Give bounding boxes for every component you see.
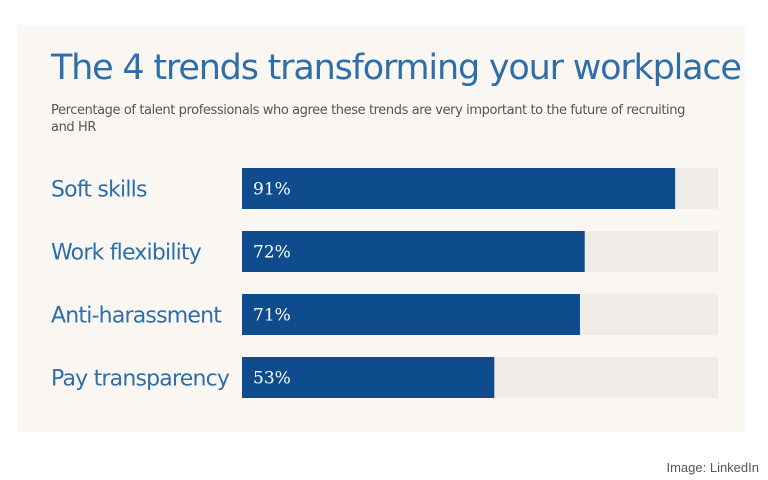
- chart-subtitle: Percentage of talent professionals who a…: [51, 103, 685, 135]
- bar-value-label: 91%: [253, 180, 291, 200]
- category-label: Work flexibility: [51, 241, 202, 266]
- bar-value-label: 71%: [253, 306, 291, 326]
- bar-value-label: 72%: [253, 243, 291, 263]
- image-credit: Image: LinkedIn: [666, 460, 759, 475]
- chart-title: The 4 trends transforming your workplace: [51, 48, 742, 88]
- bar: [242, 294, 580, 335]
- category-label: Anti-harassment: [51, 304, 222, 329]
- bar-chart: Soft skills 91% Work flexibility 72% Anti-ha…: [51, 168, 718, 398]
- category-label: Pay transparency: [51, 367, 230, 392]
- bar: [242, 231, 585, 272]
- bar: [242, 168, 676, 209]
- chart-card: The 4 trends transforming your workplace…: [17, 25, 745, 432]
- category-label: Soft skills: [51, 178, 147, 203]
- bar-value-label: 53%: [253, 369, 291, 389]
- bar: [242, 357, 495, 398]
